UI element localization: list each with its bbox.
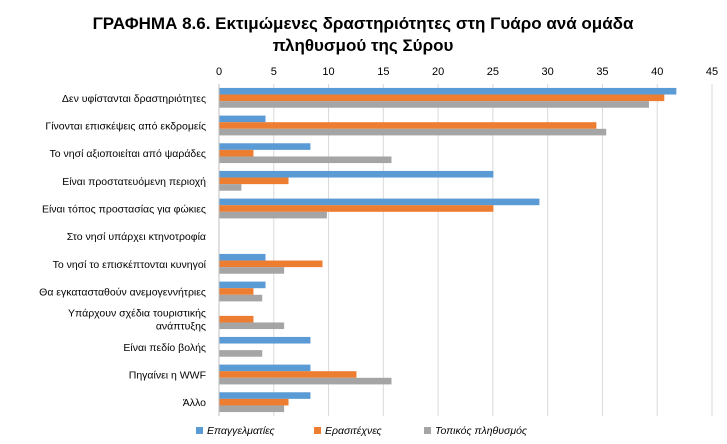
bar — [219, 115, 266, 123]
x-tick-label: 10 — [322, 66, 334, 78]
chart-title-line-2: πληθυσμού της Σύρου — [273, 36, 454, 55]
category-label: Άλλο — [183, 397, 206, 409]
bar — [219, 405, 285, 413]
category-label: Είναι τόπος προστασίας για φώκιες — [42, 204, 206, 216]
x-tick-label: 45 — [706, 66, 718, 78]
bar — [219, 156, 392, 164]
legend-swatch — [196, 427, 203, 434]
category-label: Στο νησί υπάρχει κτηνοτροφία — [67, 231, 206, 243]
x-axis-ticks: 0 5 10 15 20 25 30 35 40 45 — [216, 66, 718, 78]
legend-label: Τοπικός πληθυσμός — [435, 425, 528, 437]
bar — [219, 294, 263, 302]
bar — [219, 377, 392, 385]
bar — [219, 101, 649, 108]
category-label: Το νησί αξιοποιείται από ψαράδες — [50, 148, 207, 160]
bar — [219, 267, 285, 274]
gridlines — [218, 84, 713, 416]
legend-swatch — [424, 427, 431, 434]
x-tick-label: 15 — [377, 66, 389, 78]
category-label: Υπάρχουν σχέδια τουριστικής ανάπτυξης — [68, 308, 206, 333]
category-label: Είναι προστατευόμενη περιοχή — [62, 176, 206, 188]
bar — [219, 149, 254, 157]
legend: Επαγγελματίες Ερασιτέχνες Τοπικός πληθυσμό… — [196, 425, 528, 437]
category-label: Γίνονται επισκέψεις από εκδρομείς — [45, 121, 206, 133]
x-tick-label: 35 — [596, 66, 608, 78]
bar — [219, 205, 494, 212]
bar — [219, 392, 311, 399]
bar — [219, 143, 311, 150]
bar — [219, 364, 311, 372]
bar — [219, 322, 285, 330]
x-tick-label: 5 — [271, 66, 277, 78]
bar — [219, 184, 242, 191]
x-tick-label: 20 — [432, 66, 444, 78]
bar — [219, 253, 266, 261]
bar — [219, 260, 323, 268]
bar — [219, 350, 263, 357]
legend-swatch — [314, 427, 321, 434]
category-labels: Δεν υφίστανται δραστηριότητες Γίνονται επ… — [39, 93, 207, 409]
category-label: Πηγαίνει η WWF — [129, 370, 206, 382]
bar — [219, 336, 311, 344]
bar — [219, 170, 494, 178]
bar — [219, 177, 289, 185]
category-label: Θα εγκατασταθούν ανεμογεννήτριες — [39, 287, 206, 299]
bar — [219, 94, 665, 102]
x-tick-label: 40 — [651, 66, 663, 78]
x-tick-label: 0 — [216, 66, 222, 78]
bars — [219, 87, 677, 413]
bar — [219, 87, 677, 95]
category-label: Το νησί το επισκέπτονται κυνηγοί — [53, 259, 207, 271]
chart-title-line-1: ΓΡΑΦΗΜΑ 8.6. Εκτιμώμενες δραστηριότητες … — [93, 14, 634, 33]
legend-label: Ερασιτέχνες — [325, 425, 383, 437]
bar — [219, 398, 289, 406]
legend-label: Επαγγελματίες — [207, 425, 275, 437]
bar — [219, 288, 254, 295]
bar — [219, 128, 607, 136]
bar — [219, 281, 266, 289]
bar — [219, 122, 597, 129]
bar — [219, 211, 327, 219]
x-tick-label: 30 — [542, 66, 554, 78]
x-tick-label: 25 — [487, 66, 499, 78]
category-label: Είναι πεδίο βολής — [123, 342, 206, 354]
category-label: Δεν υφίστανται δραστηριότητες — [62, 93, 206, 105]
bar — [219, 371, 357, 378]
bar — [219, 315, 254, 323]
bar — [219, 198, 540, 206]
